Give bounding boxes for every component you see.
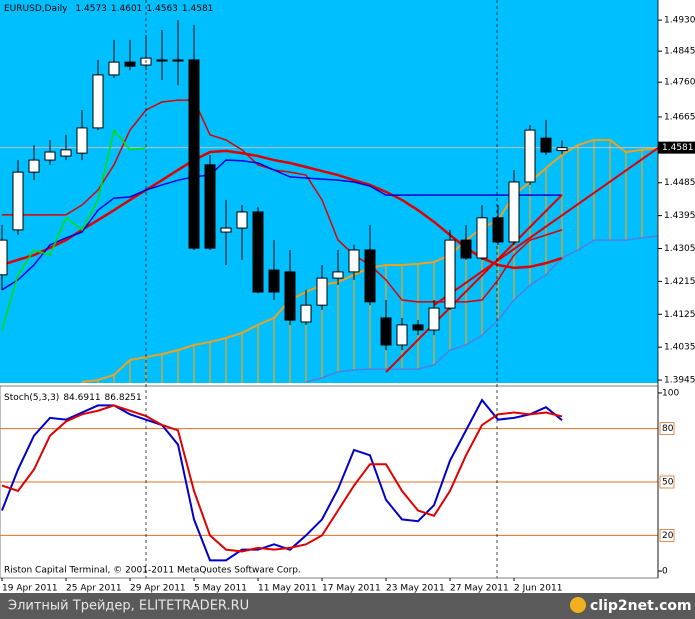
x-tick-label: 17 May 2011 [322, 584, 381, 594]
stoch-d: 86.8251 [105, 393, 142, 403]
candle-body [268, 269, 280, 293]
candle-body [108, 61, 120, 76]
y-tick-label: 80 [662, 424, 674, 434]
x-tick-label: 2 Jun 2011 [514, 584, 562, 594]
candle-body [364, 249, 376, 303]
candle-body [476, 217, 488, 259]
ohlc-open: 1.4573 [75, 4, 107, 14]
y-tick-label: 0 [662, 567, 668, 577]
symbol: EURUSD,Daily [4, 4, 68, 14]
candle-body [60, 149, 72, 157]
y-tick-label: 1.4035 [664, 343, 695, 353]
indicator-line [1, 128, 147, 331]
y-tick-label: 1.4845 [664, 47, 695, 57]
price-label-box [658, 141, 695, 154]
plot-background [0, 0, 658, 383]
ohlc-low: 1.4563 [146, 4, 178, 14]
candle-body [540, 137, 552, 153]
ohlc-close: 1.4581 [182, 4, 214, 14]
candle-body [460, 239, 472, 259]
candle-body [284, 271, 296, 321]
candle-body [428, 307, 440, 331]
ohlc-high: 1.4601 [111, 4, 143, 14]
candle-body [12, 171, 24, 231]
y-tick-label: 1.4305 [664, 244, 695, 254]
y-tick-label: 1.4485 [664, 178, 695, 188]
candle-body [204, 164, 216, 249]
candle-body [92, 74, 104, 129]
x-tick-label: 29 Apr 2011 [130, 584, 186, 594]
y-tick-label: 1.4125 [664, 310, 695, 320]
watermark: Элитный Трейдер, ELITETRADER.RU [8, 599, 249, 614]
trendline [385, 194, 563, 373]
level-label-box [659, 422, 675, 435]
stoch-title: Stoch(5,3,3) 84.6911 86.8251 [4, 393, 142, 403]
y-tick-label: 1.4215 [664, 277, 695, 287]
candle-body [124, 61, 136, 67]
y-tick-label: 1.4930 [664, 16, 695, 26]
candle-body [44, 151, 56, 161]
stoch-plot [0, 398, 658, 562]
candle-body [172, 59, 184, 62]
level-label-box [659, 475, 675, 489]
indicator-line [2, 99, 563, 303]
price-label: 1.4581 [662, 143, 694, 153]
y-tick-label: 100 [662, 388, 679, 398]
chart-title: EURUSD,Daily 1.4573 1.4601 1.4563 1.4581 [4, 4, 213, 14]
x-tick-label: 11 May 2011 [258, 584, 317, 594]
trendline [433, 147, 658, 306]
candle-body [508, 181, 520, 243]
stoch-k: 84.6911 [63, 393, 100, 403]
candle-body [156, 59, 168, 62]
candle-body [188, 59, 200, 249]
candle-body [524, 129, 536, 183]
indicator: Stoch(5,3,3) [4, 393, 59, 403]
senkou-b [305, 235, 658, 383]
credit: Riston Capital Terminal, © 2001-2011 Met… [4, 566, 301, 576]
candle-body [348, 249, 360, 273]
stoch-line [1, 398, 563, 562]
x-tick-label: 23 May 2011 [386, 584, 445, 594]
candle-body [220, 227, 232, 233]
candle-body [316, 277, 328, 306]
x-tick-label: 19 Apr 2011 [2, 584, 58, 594]
y-tick-label: 20 [662, 531, 674, 541]
indicator-line [1, 159, 562, 291]
candle-body [492, 217, 504, 243]
candle-body [444, 239, 456, 309]
candle-body [412, 324, 424, 331]
x-tick-label: 5 May 2011 [194, 584, 247, 594]
stoch-line [1, 404, 563, 553]
candle-body [252, 211, 264, 293]
candle-body [556, 147, 568, 152]
logo-text: clip2net.com [590, 598, 692, 614]
candle-body [380, 317, 392, 346]
y-tick-label: 1.4395 [664, 211, 695, 221]
candle-body [236, 211, 248, 229]
y-tick-label: 50 [662, 478, 674, 488]
candle-body [396, 324, 408, 346]
y-tick-label: 1.4665 [664, 112, 695, 122]
candle-body [300, 304, 312, 323]
y-tick-label: 1.3945 [664, 376, 695, 386]
level-label-box [659, 529, 675, 542]
price-plot [0, 20, 658, 383]
x-tick-label: 27 May 2011 [450, 584, 509, 594]
x-tick-label: 25 Apr 2011 [66, 584, 122, 594]
y-tick-label: 1.4760 [664, 78, 695, 88]
logo-icon [570, 597, 586, 613]
candle-body [332, 271, 344, 279]
candle-body [0, 239, 8, 276]
candle-body [28, 159, 40, 173]
candle-body [76, 127, 88, 154]
